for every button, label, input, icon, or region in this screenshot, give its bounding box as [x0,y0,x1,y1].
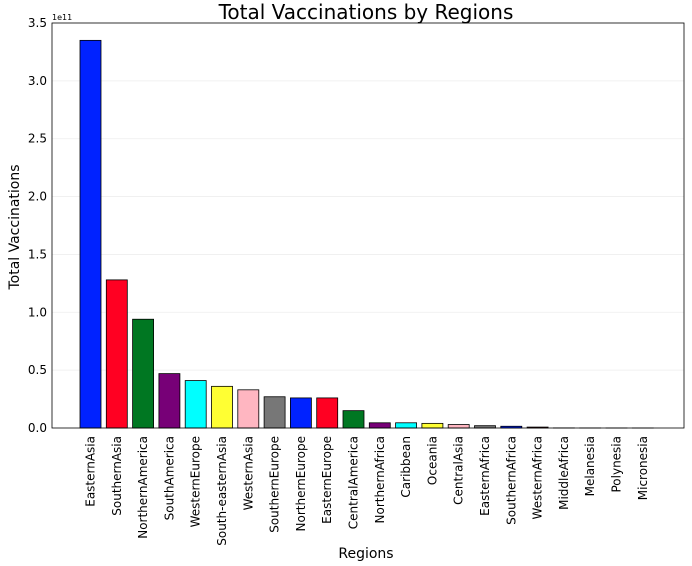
bar-northerneurope [289,397,312,429]
y-tick-label: 2.5 [28,132,47,146]
y-axis-label: Total Vaccinations [7,164,23,290]
x-tick-label: EasternEurope [320,436,334,524]
x-tick-label: MiddleAfrica [557,436,571,510]
y-tick-label: 1.0 [28,305,47,319]
chart-title: Total Vaccinations by Regions [218,0,514,24]
x-tick-label: CentralAmerica [347,436,361,529]
bar-northernamerica [132,318,155,429]
x-tick-label: SouthernAsia [110,436,124,516]
x-tick-label: WesternAsia [241,436,255,510]
plot-frame [51,22,685,429]
y-tick-label: 1.5 [28,247,47,261]
bar-southernasia [105,279,128,429]
x-tick-label: NorthernAfrica [373,436,387,524]
y-tick-label: 0.5 [28,363,47,377]
x-tick-label: Melanesia [583,436,597,496]
x-tick-label: SouthAmerica [162,436,176,520]
bar-southamerica [158,373,181,429]
x-tick-label: Oceania [425,436,439,485]
bar-easternasia [79,39,102,429]
bar-northernafrica [368,422,391,429]
y-tick-label: 3.5 [28,16,47,30]
bar-westerneurope [184,380,207,429]
x-tick-label: NorthernEurope [294,436,308,531]
bar-oceania [421,422,444,429]
x-tick-label: Micronesia [636,436,650,500]
y-tick-label: 3.0 [28,74,47,88]
x-tick-label: Caribbean [399,436,413,498]
y-tick-label: 0.0 [28,421,47,435]
bar-southerneurope [263,396,286,429]
bars [79,39,654,429]
bar-westernasia [237,389,260,429]
x-tick-label: South-easternAsia [215,436,229,546]
gridlines [52,80,684,371]
x-tick-label: WesternEurope [189,436,203,527]
y-axis-multiplier: 1e11 [52,13,72,22]
bar-caribbean [395,422,418,429]
x-tick-label: Polynesia [610,436,624,493]
y-axis-ticks: 0.0 0.5 1.0 1.5 2.0 2.5 3.0 3.5 [28,16,47,435]
x-tick-label: EasternAsia [84,436,98,507]
x-tick-label: NorthernAmerica [136,436,150,539]
x-tick-label: SouthernAfrica [504,436,518,525]
x-axis-label: Regions [338,546,393,562]
bar-south-easternasia [211,385,233,429]
bar-centralamerica [342,410,365,429]
x-tick-label: EasternAfrica [478,436,492,516]
y-tick-label: 2.0 [28,190,47,204]
x-tick-label: SouthernEurope [268,436,282,533]
x-axis-ticks: EasternAsia SouthernAsia NorthernAmerica So… [84,436,650,546]
x-tick-label: CentralAsia [452,436,466,505]
bar-centralasia [447,424,470,429]
x-tick-label: WesternAfrica [531,436,545,519]
bar-easterneurope [316,397,339,429]
